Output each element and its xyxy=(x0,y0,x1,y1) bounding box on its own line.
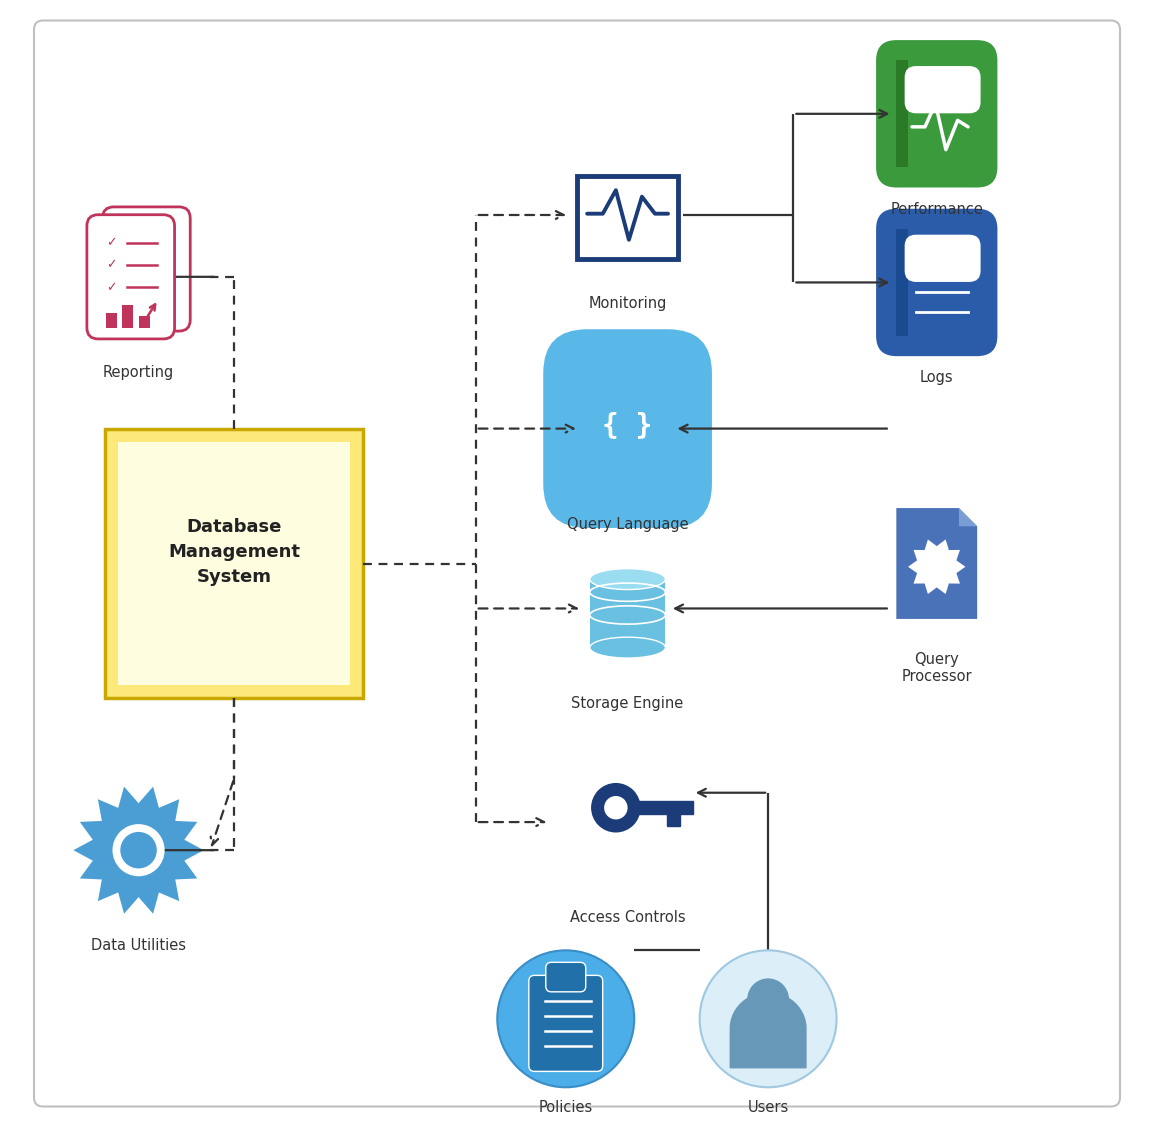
Text: Storage Engine: Storage Engine xyxy=(571,696,683,711)
Polygon shape xyxy=(74,787,204,914)
FancyBboxPatch shape xyxy=(876,41,997,187)
Circle shape xyxy=(591,783,640,833)
Polygon shape xyxy=(959,508,977,526)
Bar xyxy=(106,313,117,328)
Circle shape xyxy=(120,832,157,869)
Circle shape xyxy=(926,556,949,578)
Circle shape xyxy=(604,796,628,819)
FancyBboxPatch shape xyxy=(876,208,997,356)
FancyBboxPatch shape xyxy=(905,234,981,282)
Text: ✓: ✓ xyxy=(106,258,117,272)
Text: Query
Processor: Query Processor xyxy=(901,651,972,684)
FancyBboxPatch shape xyxy=(105,428,364,699)
FancyBboxPatch shape xyxy=(546,962,586,992)
FancyBboxPatch shape xyxy=(125,449,343,678)
FancyBboxPatch shape xyxy=(33,20,1121,1107)
FancyBboxPatch shape xyxy=(897,229,908,336)
Text: Reporting: Reporting xyxy=(103,365,174,380)
FancyBboxPatch shape xyxy=(905,66,981,114)
Text: Database
Management
System: Database Management System xyxy=(168,518,300,586)
Text: Monitoring: Monitoring xyxy=(589,296,667,311)
Circle shape xyxy=(748,978,789,1020)
Polygon shape xyxy=(908,540,966,594)
FancyBboxPatch shape xyxy=(119,442,350,685)
Ellipse shape xyxy=(590,637,666,658)
Text: { }: { } xyxy=(602,411,653,440)
Ellipse shape xyxy=(590,569,666,589)
FancyBboxPatch shape xyxy=(897,61,908,167)
Text: Query Language: Query Language xyxy=(567,516,689,532)
Circle shape xyxy=(497,950,635,1088)
FancyBboxPatch shape xyxy=(128,452,339,675)
FancyBboxPatch shape xyxy=(121,445,346,682)
Text: Performance: Performance xyxy=(891,202,983,216)
FancyBboxPatch shape xyxy=(108,432,360,695)
FancyBboxPatch shape xyxy=(529,975,602,1072)
FancyBboxPatch shape xyxy=(542,328,713,529)
FancyBboxPatch shape xyxy=(103,207,190,331)
FancyBboxPatch shape xyxy=(112,435,357,692)
Text: ✓: ✓ xyxy=(106,237,117,249)
Text: Logs: Logs xyxy=(920,371,953,385)
Text: ✓: ✓ xyxy=(106,281,117,294)
Polygon shape xyxy=(897,508,977,619)
Circle shape xyxy=(929,559,945,575)
Polygon shape xyxy=(634,801,692,826)
Text: Data Utilities: Data Utilities xyxy=(91,938,186,953)
Text: Access Controls: Access Controls xyxy=(570,911,685,925)
Bar xyxy=(138,316,150,328)
Circle shape xyxy=(112,824,165,877)
FancyBboxPatch shape xyxy=(87,215,174,339)
Polygon shape xyxy=(730,993,805,1067)
FancyBboxPatch shape xyxy=(590,579,666,648)
FancyBboxPatch shape xyxy=(115,438,353,689)
Bar xyxy=(122,305,134,328)
Text: Users: Users xyxy=(748,1100,788,1116)
Circle shape xyxy=(699,950,837,1088)
Text: Policies: Policies xyxy=(539,1100,593,1116)
FancyBboxPatch shape xyxy=(577,176,679,259)
